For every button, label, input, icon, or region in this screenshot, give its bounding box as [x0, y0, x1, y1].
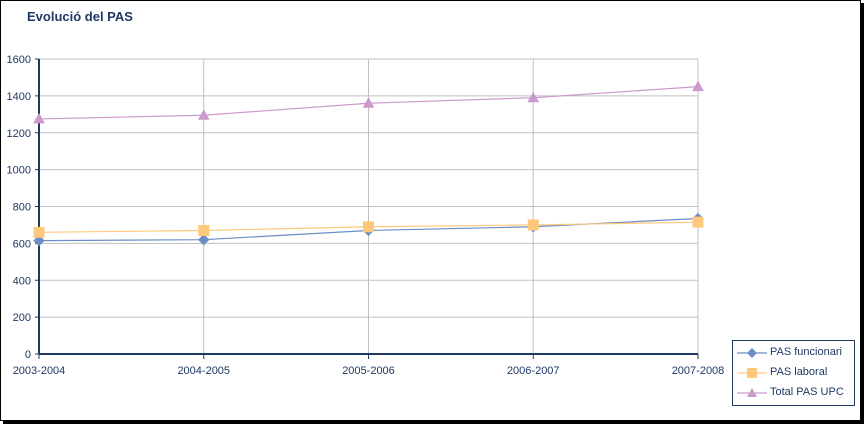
data-point — [527, 219, 539, 231]
legend-marker — [747, 368, 757, 378]
y-tick-label: 0 — [25, 349, 31, 361]
data-point — [33, 112, 45, 124]
y-tick-label: 1200 — [7, 128, 31, 140]
y-tick-label: 1000 — [7, 165, 31, 177]
x-tick-label: 2003-2004 — [13, 365, 66, 377]
y-tick-label: 400 — [13, 275, 31, 287]
y-tick-label: 200 — [13, 312, 31, 324]
data-point — [33, 234, 45, 247]
data-point — [198, 233, 210, 246]
x-tick-label: 2005-2006 — [342, 365, 395, 377]
legend-swatch — [737, 368, 767, 378]
legend-item: Total PAS UPC — [733, 384, 854, 402]
data-point — [33, 226, 45, 238]
legend-item: PAS laboral — [733, 364, 854, 382]
legend-label: Total PAS UPC — [770, 386, 844, 398]
data-point — [198, 224, 210, 236]
x-tick-label: 2004-2005 — [177, 365, 230, 377]
legend-marker — [747, 348, 757, 358]
y-tick-label: 1600 — [7, 54, 31, 66]
data-point — [527, 91, 540, 103]
y-tick-label: 800 — [13, 202, 31, 214]
legend-label: PAS funcionari — [770, 346, 842, 358]
y-tick-label: 600 — [13, 238, 31, 250]
chart-legend: PAS funcionari PAS laboral Total PAS UPC — [732, 340, 855, 406]
data-point — [363, 221, 374, 233]
data-point — [362, 97, 375, 108]
y-tick-label: 1400 — [7, 91, 31, 103]
x-tick-label: 2006-2007 — [507, 365, 560, 377]
legend-swatch — [737, 388, 767, 397]
legend-label: PAS laboral — [770, 366, 828, 378]
data-point — [197, 109, 210, 120]
legend-swatch — [737, 348, 767, 358]
legend-item: PAS funcionari — [733, 344, 854, 362]
x-tick-label: 2007-2008 — [672, 365, 725, 377]
legend-marker — [747, 388, 757, 397]
chart-title: Evolució del PAS — [27, 9, 133, 24]
data-point — [692, 216, 704, 228]
data-point — [692, 80, 704, 92]
